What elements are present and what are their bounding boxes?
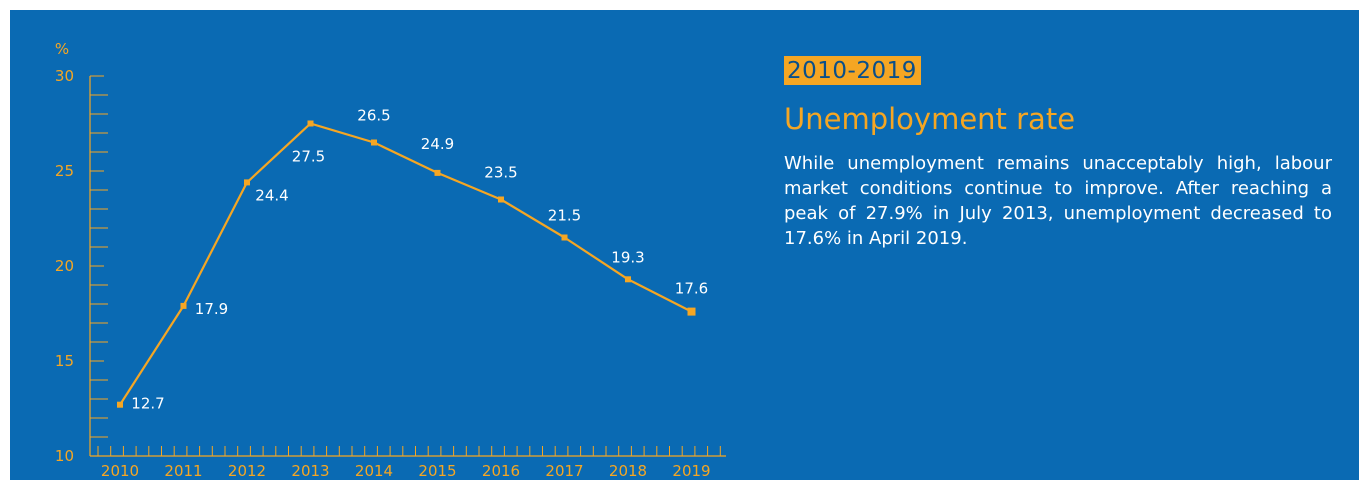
x-tick-label: 2014 <box>355 462 393 480</box>
data-label: 21.5 <box>548 207 581 225</box>
y-tick-label: 20 <box>55 257 74 275</box>
data-label: 23.5 <box>484 164 517 182</box>
data-label: 12.7 <box>131 395 164 413</box>
data-point <box>434 169 441 176</box>
data-label: 19.3 <box>611 248 644 266</box>
data-point <box>180 302 187 309</box>
period-badge: 2010-2019 <box>784 56 921 85</box>
data-point <box>371 139 377 146</box>
data-point <box>244 179 250 186</box>
y-tick-label: 10 <box>55 447 74 465</box>
data-label: 26.5 <box>357 107 390 125</box>
data-label: 17.6 <box>675 280 708 298</box>
info-panel: 2010-2019 Unemployment rate While unempl… <box>784 56 1332 251</box>
data-point <box>498 196 504 203</box>
y-tick-label: 30 <box>55 67 74 85</box>
data-label: 24.9 <box>421 135 454 153</box>
data-point <box>117 401 123 408</box>
x-tick-label: 2010 <box>101 462 139 480</box>
x-tick-label: 2019 <box>672 462 710 480</box>
chart-description: While unemployment remains unacceptably … <box>784 153 1332 249</box>
x-tick-label: 2016 <box>482 462 520 480</box>
x-tick-label: 2017 <box>545 462 583 480</box>
x-tick-label: 2011 <box>164 462 202 480</box>
data-label: 17.9 <box>195 300 228 318</box>
series-line <box>119 122 692 406</box>
chart-title: Unemployment rate <box>784 102 1076 136</box>
y-tick-label: 15 <box>55 352 74 370</box>
y-axis-unit-label: % <box>55 40 69 58</box>
x-tick-label: 2013 <box>291 462 329 480</box>
data-point <box>625 276 631 283</box>
data-label: 24.4 <box>255 186 288 204</box>
unemployment-line-chart: 10 15 20 25 30% 2010 2011 2012 2013 2014 2015 2016 2… <box>55 40 726 480</box>
x-tick-label: 2012 <box>228 462 266 480</box>
x-tick-label: 2018 <box>609 462 647 480</box>
y-tick-label: 25 <box>55 162 74 180</box>
data-label: 27.5 <box>292 148 325 166</box>
x-tick-label: 2015 <box>418 462 456 480</box>
chart-panel: 10 15 20 25 30% 2010 2011 2012 2013 2014 2015 2016 2… <box>10 10 1359 480</box>
data-point <box>687 307 696 316</box>
data-point <box>307 120 314 127</box>
data-point <box>561 234 568 241</box>
